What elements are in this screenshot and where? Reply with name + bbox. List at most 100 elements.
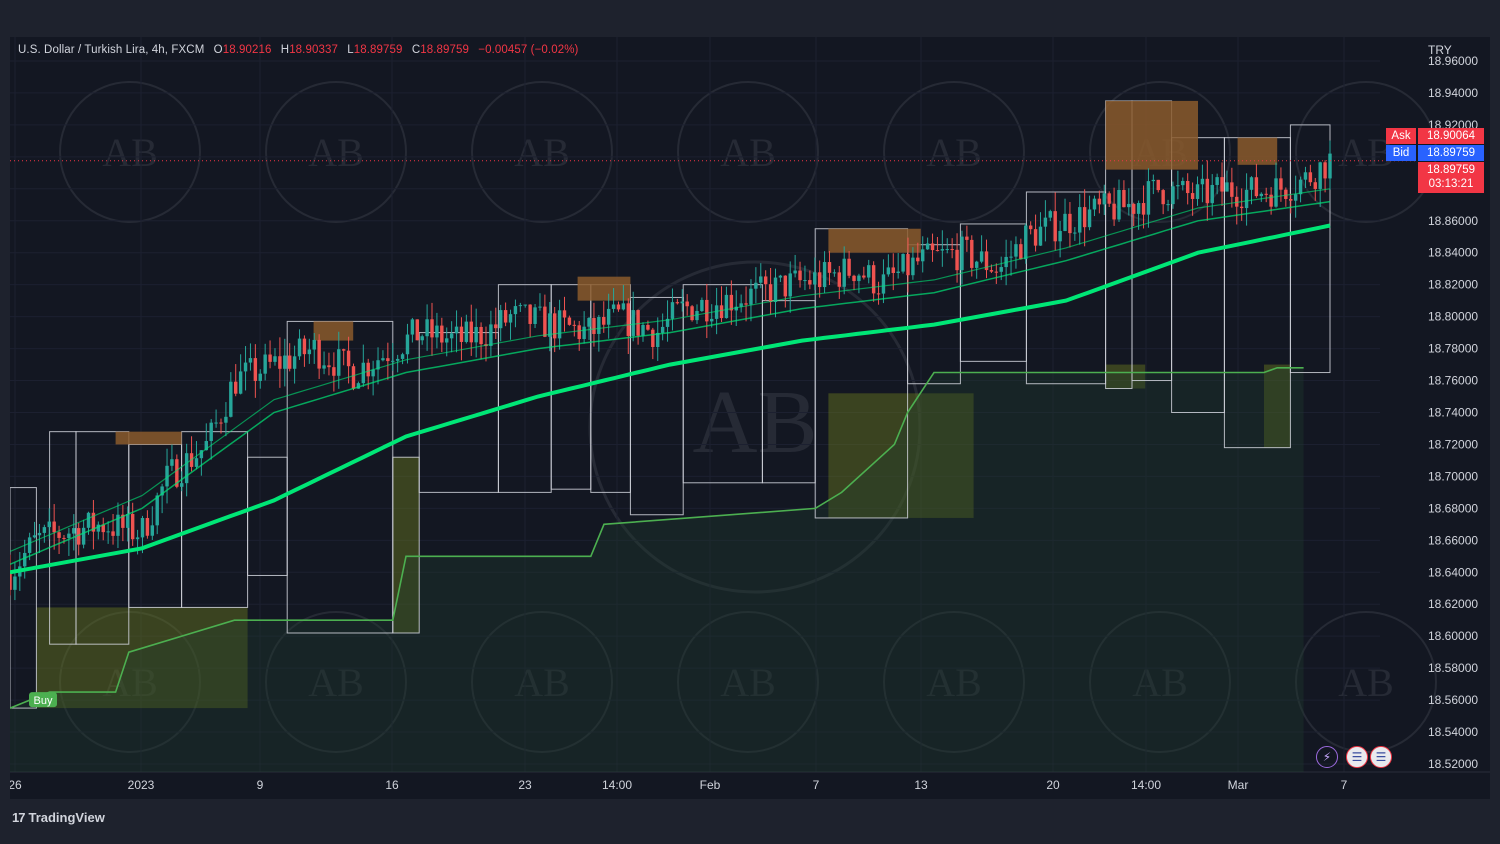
watermark-text: AB bbox=[692, 373, 817, 472]
candle-body bbox=[1274, 178, 1278, 207]
watermark-ring bbox=[1089, 81, 1231, 223]
candle-body bbox=[1127, 203, 1131, 208]
candle-body bbox=[160, 486, 164, 496]
candle-body bbox=[449, 333, 454, 339]
tradingview-logo[interactable]: 17 TradingView bbox=[12, 810, 105, 825]
candle-body bbox=[312, 339, 316, 350]
candle-body bbox=[911, 257, 915, 276]
candle-body bbox=[597, 317, 601, 334]
lightning-icon[interactable]: ⚡ bbox=[1316, 746, 1338, 768]
candle-body bbox=[175, 459, 179, 487]
candle-body bbox=[528, 304, 532, 324]
time-tick-label: 9 bbox=[257, 778, 264, 792]
candle-body bbox=[155, 495, 159, 526]
candle-body bbox=[606, 308, 611, 325]
candle-body bbox=[27, 537, 32, 553]
candle-body bbox=[415, 319, 419, 341]
candle-body bbox=[852, 275, 856, 282]
candle-body bbox=[72, 528, 76, 534]
candle-body bbox=[351, 366, 356, 389]
candle-body bbox=[248, 358, 253, 363]
candle-body bbox=[960, 236, 964, 271]
currency-label[interactable]: TRY bbox=[1428, 43, 1452, 57]
candle-body bbox=[52, 521, 56, 533]
candle-body bbox=[332, 367, 336, 376]
resistance-zone bbox=[1237, 137, 1278, 165]
candle-body bbox=[523, 304, 527, 306]
candle-body bbox=[1073, 232, 1077, 234]
price-tick-label: 18.72000 bbox=[1428, 437, 1478, 451]
candle-body bbox=[395, 358, 400, 361]
candle-body bbox=[999, 267, 1003, 272]
range-box bbox=[590, 284, 631, 493]
candle-body bbox=[557, 310, 562, 339]
support-zone bbox=[1105, 364, 1146, 389]
candle-body bbox=[827, 262, 832, 273]
chart-pane[interactable]: ABABABABABABABABABABABABABABAB18.9600018… bbox=[10, 37, 1490, 799]
candle-body bbox=[1078, 207, 1082, 233]
price-tick-label: 18.68000 bbox=[1428, 501, 1478, 515]
candle-body bbox=[1215, 177, 1219, 185]
open-label: O bbox=[213, 44, 223, 56]
us-flag-icon[interactable]: ☰ bbox=[1346, 746, 1368, 768]
high-value: 18.90337 bbox=[289, 44, 338, 56]
candle-body bbox=[1239, 206, 1244, 209]
candle-body bbox=[1019, 244, 1023, 260]
symbol-name[interactable]: U.S. Dollar / Turkish Lira, 4h, FXCM bbox=[18, 44, 205, 56]
candle-body bbox=[837, 272, 842, 287]
range-box bbox=[247, 456, 288, 576]
tr-flag-icon[interactable]: ☰ bbox=[1370, 746, 1392, 768]
candle-body bbox=[1249, 177, 1254, 190]
candle-body bbox=[651, 329, 655, 348]
watermark-text: AB bbox=[514, 130, 570, 175]
candle-body bbox=[803, 280, 807, 282]
candle-body bbox=[646, 324, 650, 330]
ma-mid-line bbox=[10, 200, 1331, 565]
candle-body bbox=[111, 531, 115, 536]
tradingview-wordmark: TradingView bbox=[28, 810, 105, 825]
resistance-zone bbox=[1105, 100, 1198, 170]
watermark-text: AB bbox=[926, 660, 982, 705]
candle-body bbox=[636, 310, 640, 336]
candle-body bbox=[896, 271, 900, 273]
candle-body bbox=[1136, 203, 1141, 214]
time-tick-label: 20 bbox=[1046, 778, 1060, 792]
open-value: 18.90216 bbox=[222, 44, 272, 56]
candle-body bbox=[1259, 193, 1264, 197]
candle-body bbox=[376, 360, 380, 370]
candle-body bbox=[410, 319, 415, 335]
candle-body bbox=[194, 458, 199, 467]
candle-body bbox=[1181, 180, 1185, 186]
candle-body bbox=[1058, 230, 1062, 242]
time-tick-label: 7 bbox=[813, 778, 820, 792]
candle-body bbox=[1289, 198, 1293, 201]
candle-body bbox=[503, 310, 508, 323]
candle-body bbox=[768, 284, 773, 303]
price-tick-label: 18.70000 bbox=[1428, 469, 1478, 483]
candle-body bbox=[886, 267, 891, 275]
bid-label: Bid bbox=[1386, 145, 1416, 161]
low-label: L bbox=[347, 44, 354, 56]
candle-body bbox=[1048, 211, 1053, 218]
symbol-legend: U.S. Dollar / Turkish Lira, 4h, FXCM O18… bbox=[18, 44, 578, 56]
candle-body bbox=[538, 306, 542, 308]
candle-body bbox=[950, 249, 954, 251]
candle-body bbox=[37, 532, 42, 536]
candle-body bbox=[62, 537, 66, 539]
candle-body bbox=[867, 265, 871, 278]
candle-body bbox=[1028, 225, 1033, 230]
candle-body bbox=[994, 271, 999, 273]
candle-body bbox=[621, 303, 626, 310]
ma-slow-line bbox=[10, 223, 1331, 575]
candle-body bbox=[96, 524, 101, 532]
watermark-text: AB bbox=[1338, 130, 1394, 175]
candle-body bbox=[1190, 193, 1195, 199]
candle-body bbox=[130, 514, 135, 540]
candle-body bbox=[381, 358, 385, 361]
chart-canvas[interactable]: ABABABABABABABABABABABABABABAB18.9600018… bbox=[10, 37, 1490, 799]
candle-body bbox=[582, 326, 586, 340]
support-step-line bbox=[10, 367, 1304, 709]
candle-body bbox=[346, 350, 351, 367]
candle-body bbox=[317, 339, 321, 369]
candle-body bbox=[81, 527, 86, 545]
